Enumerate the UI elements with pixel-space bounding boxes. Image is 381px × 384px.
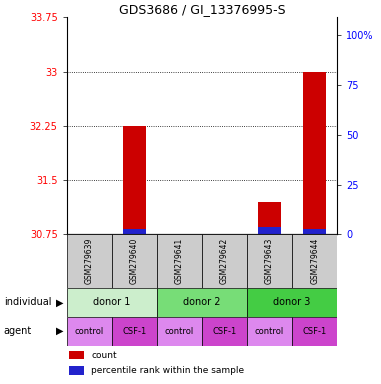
Bar: [67, 288, 157, 317]
Text: agent: agent: [4, 326, 32, 336]
Bar: [157, 288, 247, 317]
Bar: [67, 234, 112, 288]
Text: donor 2: donor 2: [183, 297, 221, 308]
Text: CSF-1: CSF-1: [122, 327, 146, 336]
Text: CSF-1: CSF-1: [303, 327, 327, 336]
Bar: [67, 317, 112, 346]
Bar: [258, 227, 281, 234]
Bar: [69, 366, 84, 375]
Bar: [247, 234, 292, 288]
Text: ▶: ▶: [56, 297, 64, 308]
Bar: [112, 234, 157, 288]
Text: control: control: [75, 327, 104, 336]
Bar: [292, 234, 337, 288]
Text: control: control: [165, 327, 194, 336]
Bar: [123, 229, 146, 234]
Bar: [112, 317, 157, 346]
Text: control: control: [255, 327, 284, 336]
Text: individual: individual: [4, 297, 51, 308]
Text: donor 3: donor 3: [274, 297, 311, 308]
Text: CSF-1: CSF-1: [212, 327, 237, 336]
Bar: [157, 317, 202, 346]
Bar: [258, 202, 281, 234]
Text: percentile rank within the sample: percentile rank within the sample: [91, 366, 244, 375]
Bar: [123, 126, 146, 234]
Title: GDS3686 / GI_13376995-S: GDS3686 / GI_13376995-S: [118, 3, 285, 16]
Text: GSM279642: GSM279642: [220, 238, 229, 284]
Text: count: count: [91, 351, 117, 360]
Bar: [292, 317, 337, 346]
Bar: [247, 288, 337, 317]
Bar: [69, 351, 84, 359]
Text: GSM279641: GSM279641: [175, 238, 184, 284]
Bar: [157, 234, 202, 288]
Bar: [303, 229, 326, 234]
Text: donor 1: donor 1: [93, 297, 130, 308]
Bar: [202, 234, 247, 288]
Text: GSM279640: GSM279640: [130, 238, 139, 284]
Text: ▶: ▶: [56, 326, 64, 336]
Text: GSM279639: GSM279639: [85, 238, 94, 284]
Text: GSM279643: GSM279643: [265, 238, 274, 284]
Bar: [202, 317, 247, 346]
Text: GSM279644: GSM279644: [310, 238, 319, 284]
Bar: [303, 71, 326, 234]
Bar: [247, 317, 292, 346]
